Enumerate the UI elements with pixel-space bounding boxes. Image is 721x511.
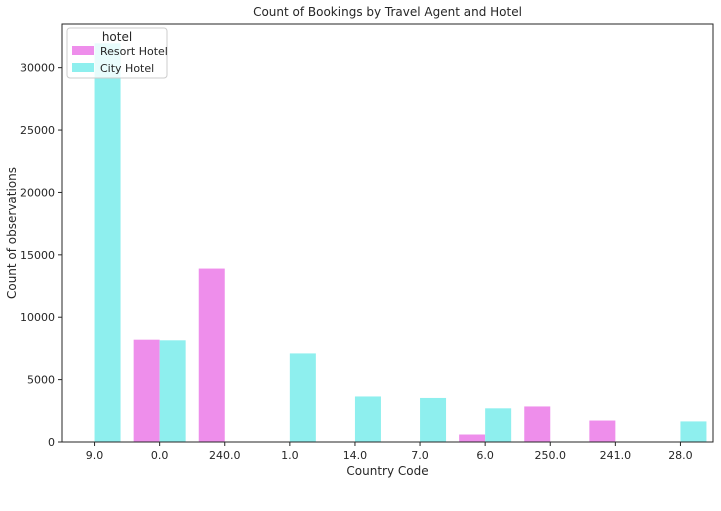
bar-resort-hotel-6.0 [459, 434, 486, 442]
y-tick-label: 30000 [20, 62, 55, 75]
bar-city-hotel-0.0 [159, 340, 186, 442]
legend-title: hotel [102, 30, 132, 44]
bars-group [94, 43, 707, 442]
y-tick-label: 15000 [20, 249, 55, 262]
y-tick-label: 25000 [20, 124, 55, 137]
bar-city-hotel-6.0 [485, 408, 512, 442]
x-tick-label: 0.0 [151, 449, 169, 462]
bar-resort-hotel-240.0 [198, 268, 225, 442]
bar-resort-hotel-250.0 [524, 406, 551, 442]
x-tick-label: 7.0 [411, 449, 429, 462]
bar-city-hotel-14.0 [354, 396, 381, 442]
bar-resort-hotel-0.0 [133, 339, 160, 442]
x-tick-label: 240.0 [209, 449, 241, 462]
legend: hotel Resort Hotel City Hotel [66, 27, 168, 79]
legend-swatch-city-hotel [72, 63, 94, 72]
x-tick-label: 6.0 [476, 449, 494, 462]
x-tick-label: 1.0 [281, 449, 299, 462]
chart-title: Count of Bookings by Travel Agent and Ho… [253, 5, 522, 19]
bar-city-hotel-1.0 [289, 353, 316, 442]
y-axis-ticks: 0 5000 10000 15000 20000 25000 30000 [20, 62, 62, 449]
bar-city-hotel-7.0 [420, 397, 447, 442]
legend-label-city-hotel: City Hotel [100, 62, 154, 75]
y-tick-label: 0 [48, 436, 55, 449]
x-tick-label: 28.0 [668, 449, 693, 462]
y-tick-label: 20000 [20, 186, 55, 199]
y-axis-label: Count of observations [5, 167, 19, 299]
bar-resort-hotel-241.0 [589, 420, 616, 442]
x-tick-label: 9.0 [86, 449, 104, 462]
bar-city-hotel-9.0 [94, 43, 121, 442]
bar-city-hotel-28.0 [680, 421, 707, 442]
legend-label-resort-hotel: Resort Hotel [100, 45, 168, 58]
x-axis-ticks: 9.0 0.0 240.0 1.0 14.0 7.0 6.0 250.0 241.0 28.0 [86, 442, 693, 462]
x-tick-label: 14.0 [343, 449, 368, 462]
x-axis-label: Country Code [346, 464, 428, 478]
y-tick-label: 5000 [27, 374, 55, 387]
x-tick-label: 241.0 [600, 449, 632, 462]
legend-swatch-resort-hotel [72, 46, 94, 55]
y-tick-label: 10000 [20, 311, 55, 324]
x-tick-label: 250.0 [535, 449, 567, 462]
plot-frame [61, 23, 714, 443]
